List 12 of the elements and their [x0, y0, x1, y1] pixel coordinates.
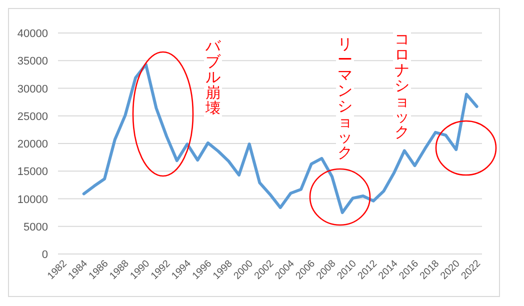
y-tick-label: 35000: [17, 56, 48, 68]
y-tick-label: 20000: [17, 138, 48, 150]
y-tick-label: 15000: [17, 166, 48, 178]
y-tick-label: 25000: [17, 110, 48, 123]
y-tick-label: 40000: [17, 28, 48, 40]
y-tick-label: 0: [42, 249, 48, 261]
y-tick-label: 30000: [17, 83, 48, 96]
annotation: リーマンショック: [338, 36, 352, 162]
annotation: コロナショック: [394, 31, 410, 141]
y-tick-label: 10000: [17, 194, 48, 206]
annotation: バブル崩壊: [204, 38, 222, 117]
y-tick-label: 5000: [24, 221, 48, 234]
